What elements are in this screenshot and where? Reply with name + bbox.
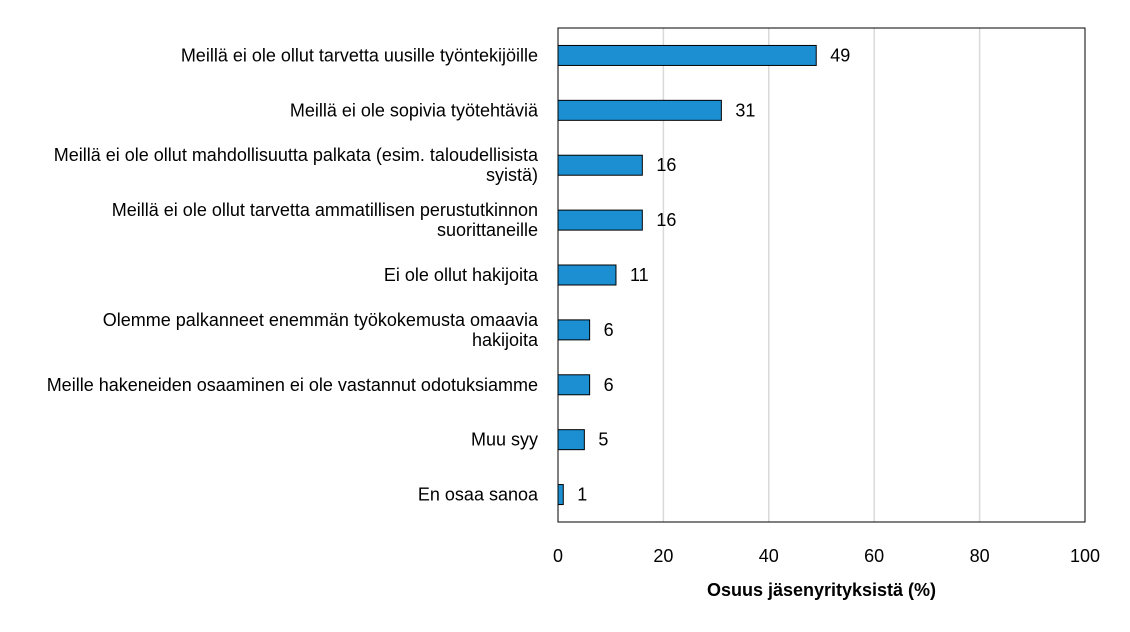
x-axis-ticks: 0 20 40 60 80 100 (553, 546, 1100, 566)
x-tick-label: 100 (1070, 546, 1100, 566)
category-label: Meillä ei ole ollut mahdollisuutta palka… (54, 145, 539, 185)
bar (557, 99, 722, 121)
category-label-line: Meillä ei ole ollut mahdollisuutta palka… (54, 145, 539, 165)
data-label: 1 (577, 485, 587, 505)
category-labels: Meillä ei ole ollut tarvetta uusille työ… (47, 45, 539, 504)
data-label: 11 (630, 265, 649, 285)
x-tick-label: 60 (864, 546, 884, 566)
data-label: 5 (598, 430, 608, 450)
value-labels: 49 31 16 16 11 6 6 5 1 (577, 45, 850, 504)
x-tick-label: 40 (759, 546, 779, 566)
category-label: Meillä ei ole sopivia työtehtäviä (290, 100, 539, 120)
category-label: Muu syy (471, 430, 538, 450)
data-label: 49 (830, 45, 850, 65)
x-axis-title: Osuus jäsenyrityksistä (%) (707, 580, 936, 600)
category-label-line: Meillä ei ole ollut tarvetta ammatillise… (112, 200, 538, 220)
data-label: 6 (604, 375, 614, 395)
x-tick-label: 0 (553, 546, 563, 566)
data-label: 16 (656, 210, 676, 230)
bar (557, 374, 591, 396)
category-label-line: Meille hakeneiden osaaminen ei ole vasta… (47, 375, 538, 395)
gridlines (662, 28, 981, 522)
plot-frame (557, 27, 1086, 523)
bars (557, 44, 817, 506)
category-label-line: Muu syy (471, 430, 538, 450)
category-label-line: hakijoita (472, 330, 539, 350)
category-label: Meillä ei ole ollut tarvetta uusille työ… (181, 45, 538, 65)
bar (557, 264, 617, 286)
bar (557, 209, 643, 231)
data-label: 16 (656, 155, 676, 175)
category-label: Ei ole ollut hakijoita (384, 265, 539, 285)
category-label-line: En osaa sanoa (418, 485, 539, 505)
data-label: 6 (604, 320, 614, 340)
category-label-line: Meillä ei ole sopivia työtehtäviä (290, 100, 539, 120)
bar (557, 429, 585, 451)
bar (557, 319, 591, 341)
category-label-line: Olemme palkanneet enemmän työkokemusta o… (103, 310, 539, 330)
bar (557, 154, 643, 176)
category-label: Meille hakeneiden osaaminen ei ole vasta… (47, 375, 538, 395)
x-tick-label: 80 (970, 546, 990, 566)
bar (557, 44, 817, 66)
category-label-line: Ei ole ollut hakijoita (384, 265, 539, 285)
category-label-line: syistä) (486, 165, 538, 185)
bar (557, 484, 564, 506)
data-label: 31 (735, 100, 755, 120)
category-label-line: Meillä ei ole ollut tarvetta uusille työ… (181, 45, 538, 65)
category-label-line: suorittaneille (437, 220, 538, 240)
category-label: En osaa sanoa (418, 485, 539, 505)
category-label: Meillä ei ole ollut tarvetta ammatillise… (112, 200, 538, 240)
category-label: Olemme palkanneet enemmän työkokemusta o… (103, 310, 539, 350)
x-tick-label: 20 (653, 546, 673, 566)
